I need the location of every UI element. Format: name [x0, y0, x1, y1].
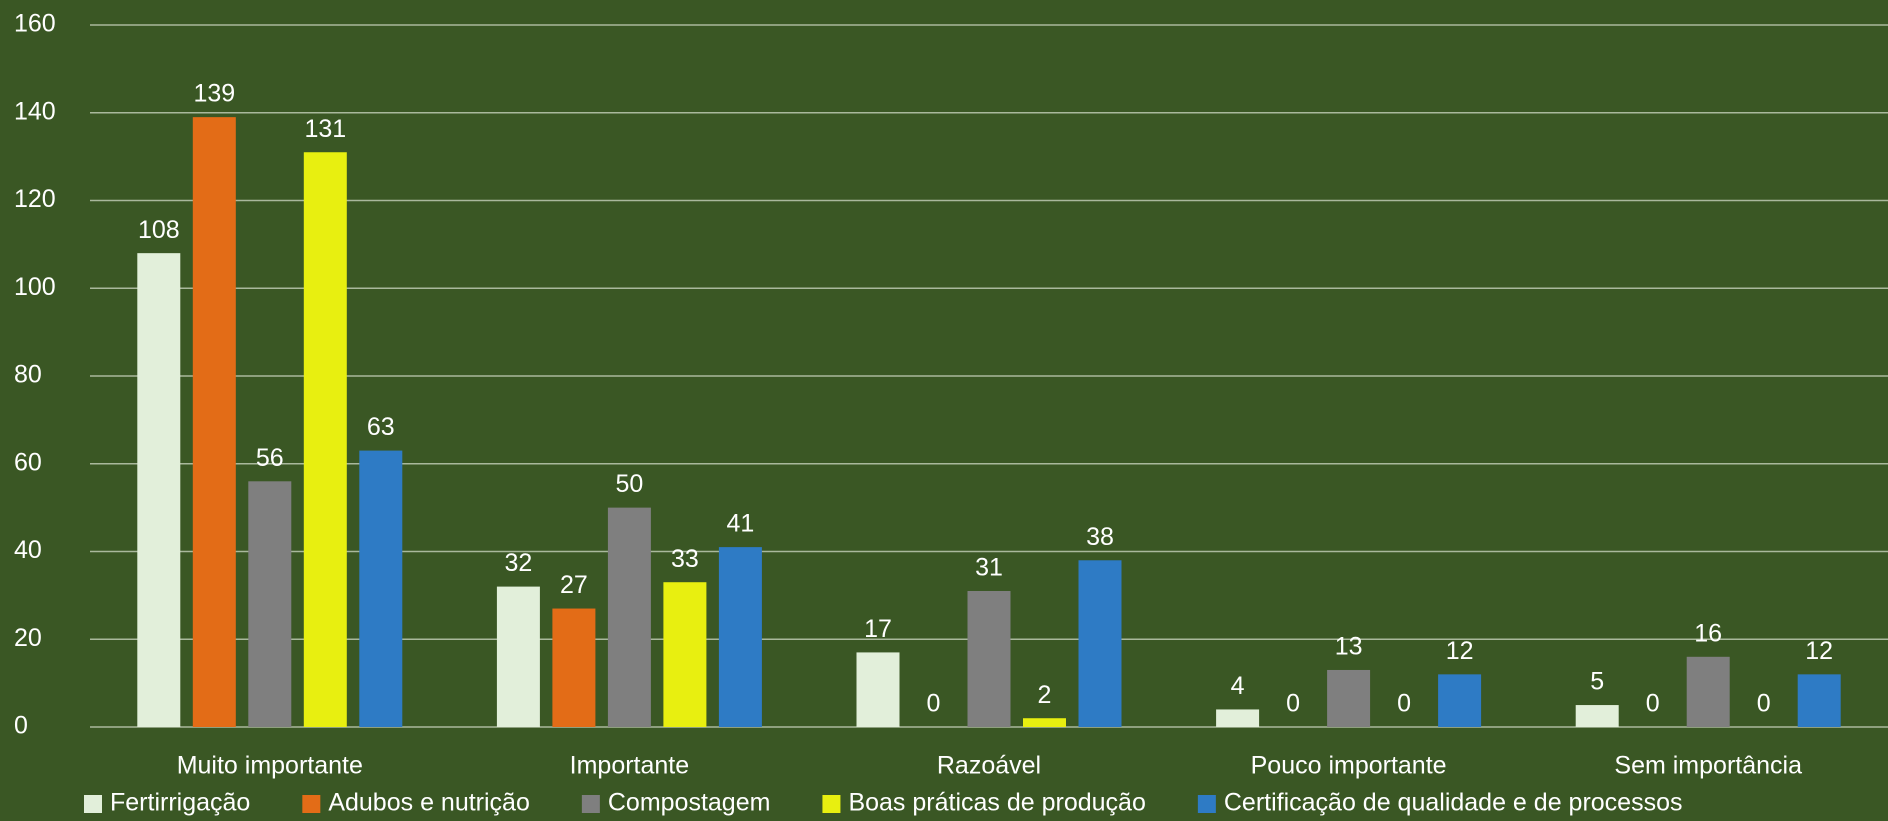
bar: [552, 608, 596, 727]
bar: [303, 152, 347, 728]
legend-label: Compostagem: [608, 789, 771, 817]
data-label: 50: [615, 470, 643, 498]
data-label: 0: [1286, 690, 1300, 718]
data-label: 16: [1694, 619, 1722, 647]
y-tick-label: 0: [14, 712, 28, 740]
data-label: 12: [1446, 637, 1474, 665]
data-label: 33: [671, 545, 699, 573]
data-label: 13: [1335, 633, 1363, 661]
x-tick-label: Razoável: [937, 752, 1041, 780]
data-label: 17: [864, 615, 892, 643]
bar: [248, 481, 292, 727]
bar: [663, 582, 707, 727]
y-tick-label: 160: [14, 10, 56, 38]
data-label: 4: [1231, 672, 1245, 700]
x-tick-label: Pouco importante: [1251, 752, 1447, 780]
data-label: 0: [1646, 690, 1660, 718]
bar: [496, 586, 540, 727]
bar: [1216, 709, 1260, 727]
bar: [1686, 656, 1730, 727]
legend-label: Adubos e nutrição: [328, 789, 530, 817]
data-label: 27: [560, 571, 588, 599]
y-tick-label: 100: [14, 273, 56, 301]
data-label: 38: [1086, 523, 1114, 551]
y-tick-label: 40: [14, 536, 42, 564]
y-tick-label: 80: [14, 361, 42, 389]
data-label: 0: [1757, 690, 1771, 718]
data-label: 139: [193, 80, 235, 108]
bar: [1023, 718, 1066, 727]
x-tick-label: Sem importância: [1614, 752, 1802, 780]
bar: [607, 507, 651, 727]
y-tick-label: 140: [14, 97, 56, 125]
data-label: 108: [138, 216, 180, 244]
bar: [1438, 674, 1482, 727]
bar: [1797, 674, 1841, 727]
bar: [359, 450, 403, 727]
data-label: 63: [367, 413, 395, 441]
bar: [137, 253, 181, 727]
y-tick-label: 60: [14, 448, 42, 476]
bar: [192, 117, 236, 727]
data-label: 5: [1590, 668, 1604, 696]
bar: [718, 547, 762, 727]
legend-label: Boas práticas de produção: [848, 789, 1145, 817]
data-label: 32: [504, 549, 532, 577]
legend-swatch: [581, 795, 600, 813]
data-label: 131: [304, 115, 346, 143]
legend-swatch: [822, 795, 841, 813]
legend-swatch: [84, 795, 102, 813]
legend-swatch: [302, 795, 321, 813]
data-label: 2: [1038, 681, 1052, 709]
data-label: 0: [1397, 690, 1411, 718]
data-label: 31: [975, 554, 1003, 582]
data-label: 12: [1805, 637, 1833, 665]
y-tick-label: 20: [14, 624, 42, 652]
bar: [1327, 669, 1371, 727]
legend-label: Fertirrigação: [110, 789, 250, 817]
data-label: 0: [927, 690, 941, 718]
data-label: 41: [726, 510, 754, 538]
bar: [856, 652, 900, 727]
x-tick-label: Muito importante: [177, 752, 363, 780]
bar: [967, 590, 1011, 727]
legend-label: Certificação de qualidade e de processos: [1224, 789, 1683, 817]
y-tick-label: 120: [14, 185, 56, 213]
legend-swatch: [1197, 795, 1216, 813]
data-label: 56: [256, 444, 284, 472]
x-tick-label: Importante: [570, 752, 690, 780]
bar: [1078, 560, 1122, 727]
bar: [1575, 705, 1619, 727]
